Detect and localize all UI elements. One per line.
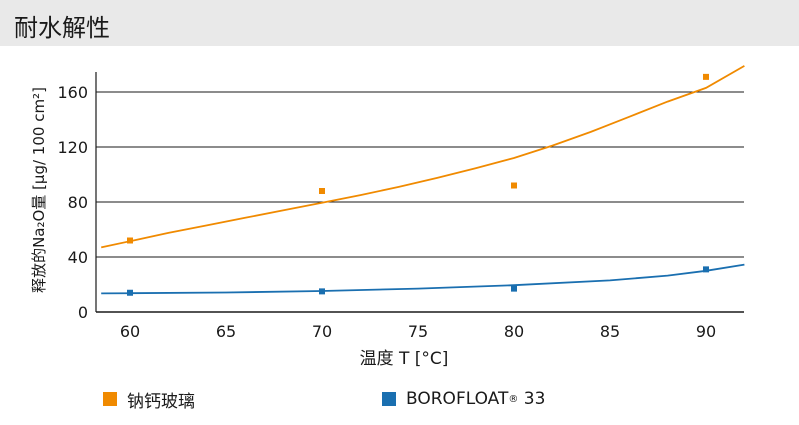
grid-lines bbox=[95, 72, 744, 313]
legend-label-borofloat: BOROFLOAT bbox=[406, 389, 509, 409]
data-points bbox=[127, 73, 709, 296]
point-series-1-x90 bbox=[703, 266, 709, 273]
header-bar: 耐水解性 bbox=[0, 0, 799, 46]
trend-line-series-0 bbox=[101, 65, 745, 249]
trend-lines bbox=[101, 65, 745, 295]
chart-title: 耐水解性 bbox=[14, 14, 110, 42]
legend-swatch-borofloat bbox=[382, 392, 396, 406]
point-series-0-x80 bbox=[511, 182, 517, 189]
legend-item-borofloat: BOROFLOAT ® 33 bbox=[382, 388, 545, 410]
point-series-0-x90 bbox=[703, 73, 709, 80]
legend-item-soda-lime: 钠钙玻璃 bbox=[103, 388, 195, 412]
point-series-0-x60 bbox=[127, 237, 133, 244]
y-tick-label-80: 80 bbox=[68, 193, 88, 212]
x-tick-label-75: 75 bbox=[408, 322, 428, 341]
point-series-1-x70 bbox=[319, 288, 325, 295]
registered-mark: ® bbox=[508, 393, 519, 405]
x-axis-label: 温度 T [°C] bbox=[360, 349, 449, 369]
legend-label-soda-lime: 钠钙玻璃 bbox=[127, 391, 195, 412]
point-series-1-x60 bbox=[127, 289, 133, 296]
trend-line-series-1 bbox=[101, 263, 745, 295]
x-tick-label-70: 70 bbox=[312, 322, 332, 341]
y-tick-label-40: 40 bbox=[68, 248, 88, 267]
x-tick-label-80: 80 bbox=[504, 322, 524, 341]
legend-label-borofloat-suffix: 33 bbox=[518, 389, 546, 409]
x-tick-label-60: 60 bbox=[120, 322, 140, 341]
y-tick-label-0: 0 bbox=[78, 303, 88, 322]
x-tick-label-85: 85 bbox=[600, 322, 620, 341]
x-tick-label-90: 90 bbox=[696, 322, 716, 341]
y-axis-label: 释放的Na₂O量 [µg/ 100 cm²] bbox=[30, 87, 48, 293]
point-series-1-x80 bbox=[511, 285, 517, 292]
tick-labels: 0 40 80 120 160 60 65 70 75 80 85 90 bbox=[57, 83, 716, 341]
legend-swatch-soda-lime bbox=[103, 392, 117, 406]
point-series-0-x70 bbox=[319, 188, 325, 194]
y-tick-label-120: 120 bbox=[57, 138, 88, 157]
x-tick-label-65: 65 bbox=[216, 322, 236, 341]
y-tick-label-160: 160 bbox=[57, 83, 88, 102]
